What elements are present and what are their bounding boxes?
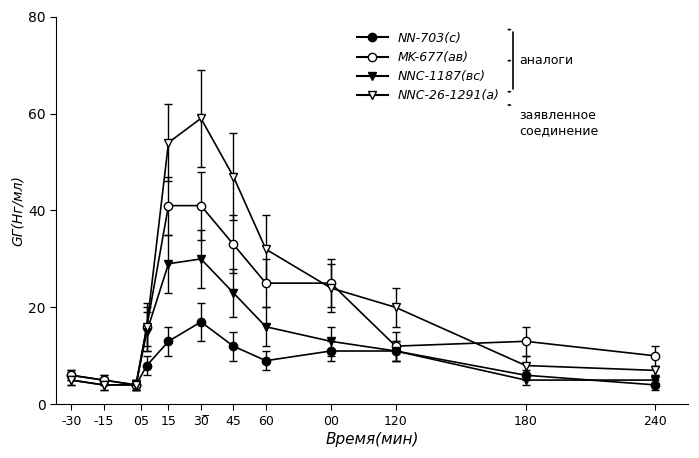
X-axis label: Время(мин): Время(мин) [325,432,419,447]
Text: заявленное
соединение: заявленное соединение [519,109,599,137]
Text: аналоги: аналоги [519,54,574,67]
Y-axis label: GГ(Hг/мл): GГ(Hг/мл) [11,175,25,246]
Legend: NN-703(с), МK-677(ав), NNC-1187(вс), NNC-26-1291(а): NN-703(с), МK-677(ав), NNC-1187(вс), NNC… [352,27,505,108]
